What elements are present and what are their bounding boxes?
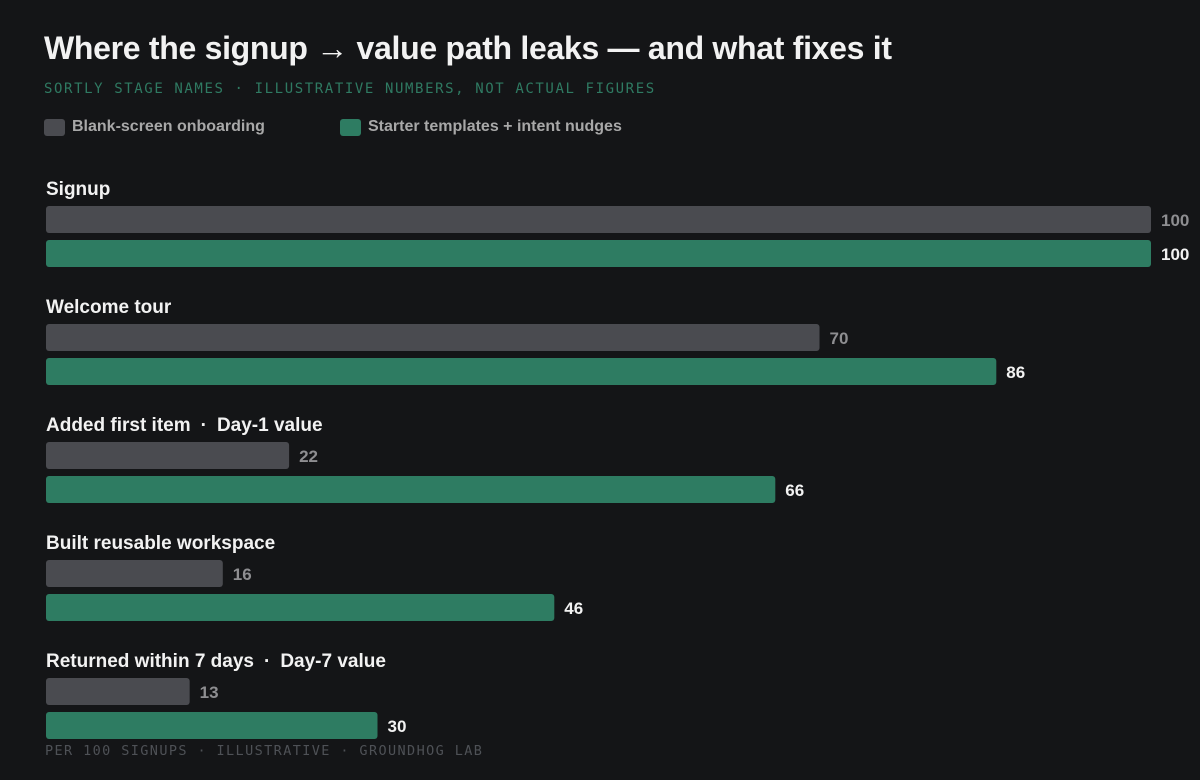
bar-blank-screen-built-reusable-workspace <box>46 560 223 587</box>
value-label-starter-templates-returned-within-7-days: 30 <box>388 717 407 736</box>
legend-swatch-blank-screen <box>44 118 65 136</box>
chart-footer: PER 100 SIGNUPS · ILLUSTRATIVE · GROUNDH… <box>45 743 484 759</box>
legend-label-blank-screen: Blank-screen onboarding <box>72 118 265 135</box>
milestone-separator: · <box>201 415 207 436</box>
bar-blank-screen-signup <box>46 206 1151 233</box>
stage-label-welcome-tour: Welcome tour <box>46 297 172 318</box>
value-label-blank-screen-added-first-item: 22 <box>299 447 318 466</box>
stage-name: Signup <box>46 179 110 200</box>
stage-label-built-reusable-workspace: Built reusable workspace <box>46 533 275 554</box>
stage-name: Added first item <box>46 415 191 436</box>
value-label-blank-screen-built-reusable-workspace: 16 <box>233 565 252 584</box>
legend: Blank-screen onboarding Starter template… <box>44 118 744 138</box>
value-label-starter-templates-welcome-tour: 86 <box>1006 363 1025 382</box>
value-label-blank-screen-signup: 100 <box>1161 211 1189 230</box>
legend-label-starter-templates: Starter templates + intent nudges <box>368 118 622 135</box>
stage-label-returned-within-7-days: Returned within 7 days · Day-7 value <box>46 651 386 672</box>
chart-subtitle: SORTLY STAGE NAMES · ILLUSTRATIVE NUMBER… <box>44 81 656 97</box>
stage-name: Welcome tour <box>46 297 172 318</box>
bar-starter-templates-built-reusable-workspace <box>46 594 555 621</box>
value-label-blank-screen-welcome-tour: 70 <box>830 329 849 348</box>
milestone-separator: · <box>264 651 270 672</box>
stage-label-added-first-item: Added first item · Day-1 value <box>46 415 323 436</box>
bar-blank-screen-welcome-tour <box>46 324 820 351</box>
value-label-starter-templates-signup: 100 <box>1161 245 1189 264</box>
milestone-label: Day-7 value <box>280 651 386 672</box>
milestone-label: Day-1 value <box>217 415 323 436</box>
stage-name: Built reusable workspace <box>46 533 275 554</box>
bar-starter-templates-welcome-tour <box>46 358 997 385</box>
chart-title: Where the signup → value path leaks — an… <box>44 30 892 66</box>
bar-starter-templates-signup <box>46 240 1151 267</box>
legend-item-blank-screen: Blank-screen onboarding <box>44 118 265 136</box>
bar-blank-screen-returned-within-7-days <box>46 678 190 705</box>
bar-starter-templates-returned-within-7-days <box>46 712 378 739</box>
bar-blank-screen-added-first-item <box>46 442 290 469</box>
value-label-blank-screen-returned-within-7-days: 13 <box>200 683 219 702</box>
bar-starter-templates-added-first-item <box>46 476 776 503</box>
stage-label-signup: Signup <box>46 179 110 200</box>
stage-name: Returned within 7 days <box>46 651 254 672</box>
value-label-starter-templates-built-reusable-workspace: 46 <box>564 599 583 618</box>
legend-item-starter-templates: Starter templates + intent nudges <box>340 118 622 136</box>
value-label-starter-templates-added-first-item: 66 <box>785 481 804 500</box>
legend-swatch-starter-templates <box>340 118 361 136</box>
